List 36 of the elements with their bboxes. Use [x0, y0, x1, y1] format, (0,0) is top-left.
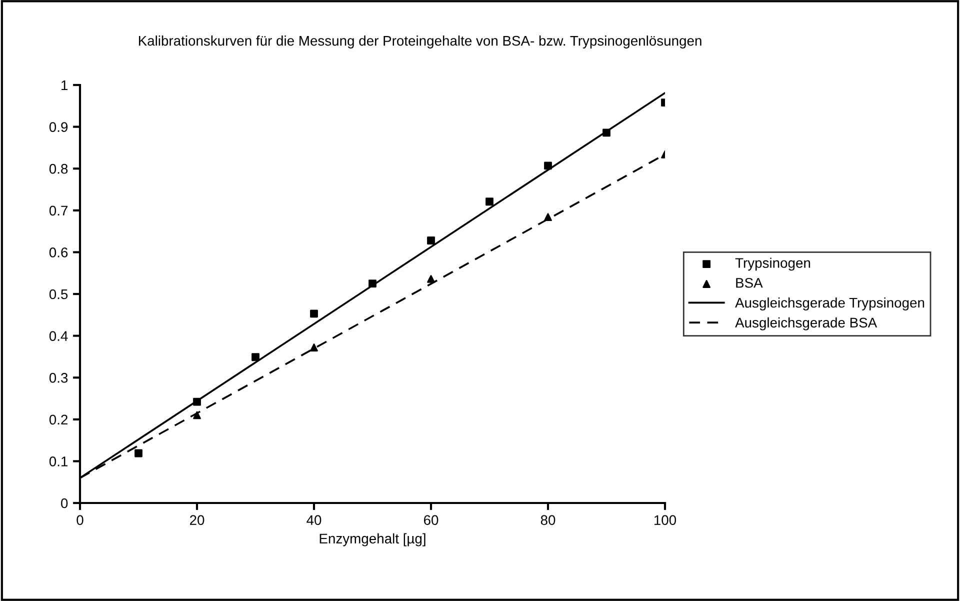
y-tick-label: 0.9: [49, 122, 68, 132]
legend-label: BSA: [736, 278, 763, 288]
point: [193, 398, 201, 406]
point: [486, 198, 494, 206]
point: [544, 213, 552, 222]
x-tick-label: 40: [306, 515, 322, 526]
point: [427, 236, 435, 244]
y-tick-label: 1: [62, 80, 68, 90]
y-tick-label: 0: [61, 498, 68, 508]
legend-label: Trypsinogen: [735, 258, 810, 271]
y-tick-label: 0.4: [49, 331, 68, 341]
point: [193, 411, 201, 420]
x-tick-label: 0: [76, 515, 84, 526]
point: [310, 344, 318, 352]
chart-title: Kalibrationskurven für die Messung der Proteingehalte von BSA- bzw. Trypsinogenlösungen: [138, 36, 702, 48]
point: [427, 275, 435, 283]
y-tick-label: 0.3: [49, 372, 68, 383]
point: [368, 280, 376, 288]
y-tick-label: 0.6: [49, 248, 68, 258]
y-tick-label: 0.1: [49, 456, 68, 466]
point: [544, 162, 552, 170]
y-tick-label: 0.8: [49, 164, 68, 174]
point: [252, 353, 260, 362]
x-axis-title: Enzymgehalt [µg]: [320, 533, 426, 546]
legend-label: Ausgleichsgerade BSA: [735, 317, 878, 330]
x-tick-label: 80: [540, 515, 556, 526]
x-tick-label: 20: [190, 515, 204, 526]
point: [134, 449, 142, 458]
y-tick-label: 0.2: [49, 414, 68, 425]
y-tick-label: 0.5: [49, 289, 68, 300]
point: [602, 128, 610, 137]
x-tick-label: 60: [424, 515, 438, 526]
legend-label: Ausgleichsgerade Trypsinogen: [735, 297, 924, 310]
y-tick-label: 0.7: [49, 206, 68, 216]
x-tick-label: 100: [654, 515, 676, 526]
point: [310, 310, 318, 318]
